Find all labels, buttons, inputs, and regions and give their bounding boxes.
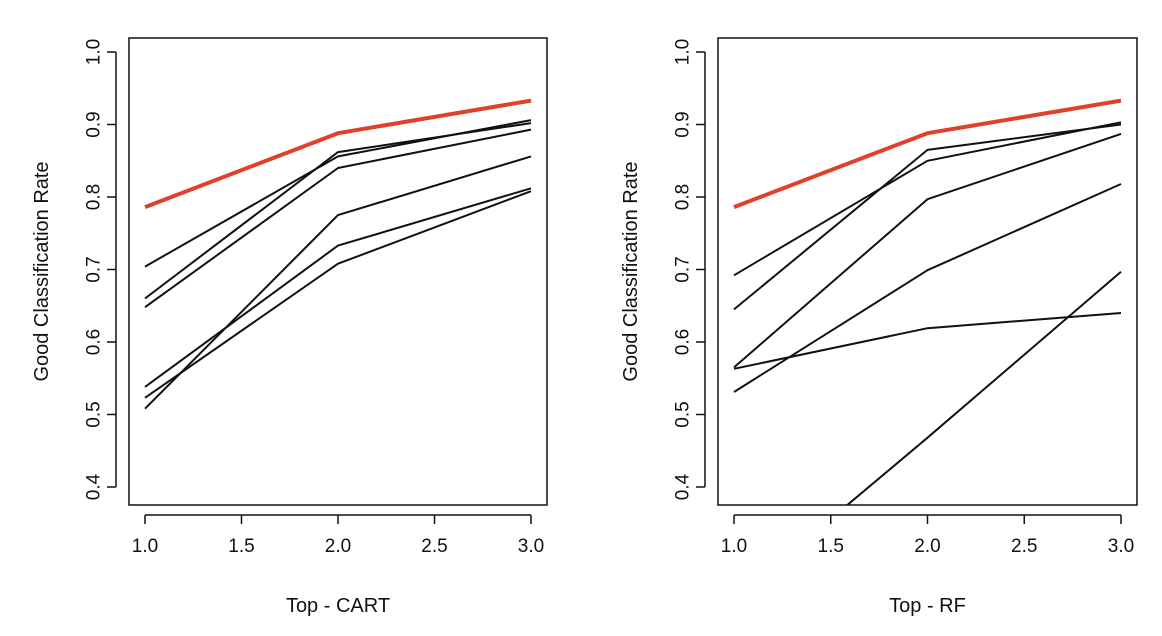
y-tick-label: 0.9 bbox=[84, 111, 105, 137]
y-tick-label: 0.5 bbox=[84, 401, 105, 427]
x-tick-label: 1.5 bbox=[228, 536, 254, 557]
y-tick-label: 1.0 bbox=[673, 39, 694, 65]
x-tick-label: 2.0 bbox=[914, 536, 940, 557]
y-tick-label: 0.8 bbox=[673, 184, 694, 210]
y-tick-label: 0.7 bbox=[84, 256, 105, 282]
y-axis-title: Good Classification Rate bbox=[31, 161, 53, 381]
y-tick-label: 0.6 bbox=[84, 329, 105, 355]
plot-frame bbox=[128, 37, 548, 506]
series-line-4 bbox=[144, 128, 532, 309]
series-line-5 bbox=[144, 187, 532, 388]
chart-panel-1: 1.0 1.5 2.0 2.5 3.0 0.4 0.5 0.6 0.7 0.8 0.9 1.0 Top … bbox=[31, 37, 548, 617]
y-tick-label: 1.0 bbox=[84, 39, 105, 65]
x-tick-label: 3.0 bbox=[518, 536, 544, 557]
y-tick-label: 0.9 bbox=[673, 111, 694, 137]
y-axis: 0.4 0.5 0.6 0.7 0.8 0.9 1.0 bbox=[84, 39, 117, 500]
series-line-7 bbox=[845, 270, 1122, 505]
y-tick-label: 0.4 bbox=[673, 473, 694, 500]
y-tick-label: 0.8 bbox=[84, 184, 105, 210]
x-tick-label: 2.5 bbox=[1011, 536, 1037, 557]
x-tick-label: 2.0 bbox=[325, 536, 351, 557]
x-tick-label: 1.0 bbox=[721, 536, 747, 557]
x-tick-label: 3.0 bbox=[1108, 536, 1134, 557]
series-line-highlight bbox=[144, 98, 532, 209]
series-line-4 bbox=[733, 132, 1122, 369]
x-axis: 1.0 1.5 2.0 2.5 3.0 bbox=[132, 514, 544, 557]
plot-frame bbox=[717, 37, 1138, 506]
series-line-6 bbox=[144, 190, 532, 399]
series-line-7 bbox=[144, 155, 532, 410]
series-group bbox=[144, 98, 532, 410]
series-line-highlight bbox=[733, 98, 1122, 209]
x-tick-label: 1.5 bbox=[818, 536, 844, 557]
y-axis: 0.4 0.5 0.6 0.7 0.8 0.9 1.0 bbox=[673, 39, 706, 500]
chart-panel-2: 1.0 1.5 2.0 2.5 3.0 0.4 0.5 0.6 0.7 0.8 0.9 1.0 Top … bbox=[620, 37, 1138, 617]
y-tick-label: 0.6 bbox=[673, 329, 694, 355]
series-line-5 bbox=[733, 312, 1122, 370]
x-axis-title: Top - CART bbox=[286, 595, 390, 617]
series-group bbox=[733, 98, 1122, 505]
series-line-3 bbox=[733, 123, 1122, 311]
x-axis: 1.0 1.5 2.0 2.5 3.0 bbox=[721, 514, 1134, 557]
y-axis-title: Good Classification Rate bbox=[620, 161, 642, 381]
y-tick-label: 0.4 bbox=[84, 473, 105, 500]
x-tick-label: 1.0 bbox=[132, 536, 158, 557]
y-tick-label: 0.5 bbox=[673, 401, 694, 427]
series-line-2 bbox=[733, 121, 1122, 277]
y-tick-label: 0.7 bbox=[673, 256, 694, 282]
series-line-3 bbox=[144, 122, 532, 300]
x-tick-label: 2.5 bbox=[421, 536, 447, 557]
series-line-6 bbox=[733, 183, 1122, 393]
x-axis-title: Top - RF bbox=[889, 595, 966, 617]
